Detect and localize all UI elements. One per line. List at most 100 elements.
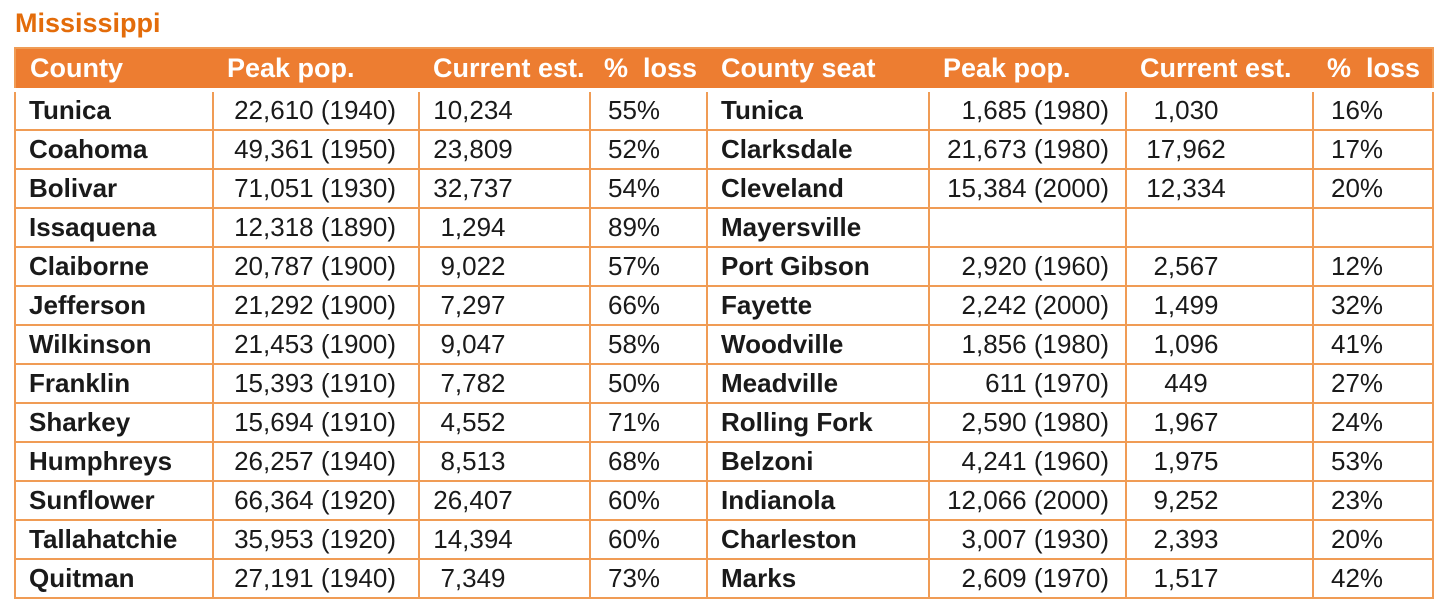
pct-loss-cell: 24% bbox=[1312, 402, 1434, 443]
table-body: Tunica 22,610 (1940) 10,234 55% Tunica 1,685 … bbox=[14, 89, 1434, 599]
pct-loss-cell: 23% bbox=[1312, 480, 1434, 521]
current-est-cell: 7,349 bbox=[418, 558, 591, 599]
pct-loss-cell: 20% bbox=[1312, 168, 1434, 209]
peak-pop-cell: 27,191 (1940) bbox=[212, 558, 420, 599]
peak-pop-cell: 3,007 (1930) bbox=[928, 519, 1127, 560]
current-est-value: 1,517 bbox=[1153, 563, 1219, 593]
current-est-value: 9,047 bbox=[440, 329, 506, 359]
county-cell: Issaquena bbox=[14, 207, 214, 248]
current-est-value: 26,407 bbox=[433, 485, 513, 515]
pct-loss-cell: 17% bbox=[1312, 129, 1434, 170]
current-est-cell: 8,513 bbox=[418, 441, 591, 482]
peak-pop-cell: 66,364 (1920) bbox=[212, 480, 420, 521]
county-cell: Quitman bbox=[14, 558, 214, 599]
peak-pop-cell: 22,610 (1940) bbox=[212, 89, 420, 131]
pct-loss-cell: 50% bbox=[589, 363, 708, 404]
peak-pop-cell: 71,051 (1930) bbox=[212, 168, 420, 209]
header-row: County Peak pop. Current est. % loss Cou… bbox=[15, 48, 1433, 92]
table-row: Coahoma 49,361 (1950) 23,809 52% Clarksdale 2… bbox=[14, 129, 1434, 170]
table-header: County Peak pop. Current est. % loss Cou… bbox=[15, 48, 1433, 92]
current-est-cell: 9,022 bbox=[418, 246, 591, 287]
current-est-value: 1,096 bbox=[1153, 329, 1219, 359]
county-cell: Port Gibson bbox=[706, 246, 930, 287]
county-cell: Tunica bbox=[14, 89, 214, 131]
current-est-cell: 7,782 bbox=[418, 363, 591, 404]
current-est-value: 7,297 bbox=[440, 290, 506, 320]
current-est-cell: 26,407 bbox=[418, 480, 591, 521]
county-cell: Fayette bbox=[706, 285, 930, 326]
current-est-cell: 1,975 bbox=[1125, 441, 1314, 482]
current-est-value: 9,022 bbox=[440, 251, 506, 281]
peak-pop-cell: 21,292 (1900) bbox=[212, 285, 420, 326]
county-cell: Bolivar bbox=[14, 168, 214, 209]
current-est-cell: 10,234 bbox=[418, 89, 591, 131]
pct-loss-cell: 41% bbox=[1312, 324, 1434, 365]
pct-loss-cell: 42% bbox=[1312, 558, 1434, 599]
current-est-value: 7,782 bbox=[440, 368, 506, 398]
table-row: Tunica 22,610 (1940) 10,234 55% Tunica 1,685 … bbox=[14, 89, 1434, 131]
current-est-cell: 23,809 bbox=[418, 129, 591, 170]
peak-pop-cell: 611 (1970) bbox=[928, 363, 1127, 404]
current-est-value: 14,394 bbox=[433, 524, 513, 554]
peak-pop-cell: 35,953 (1920) bbox=[212, 519, 420, 560]
pct-loss-cell: 54% bbox=[589, 168, 708, 209]
current-est-value: 12,334 bbox=[1146, 173, 1226, 203]
table-row: Franklin 15,393 (1910) 7,782 50% Meadville 61… bbox=[14, 363, 1434, 404]
current-est-cell: 1,499 bbox=[1125, 285, 1314, 326]
county-cell: Mayersville bbox=[706, 207, 930, 248]
column-header-current-est: Current est. bbox=[419, 48, 590, 92]
current-est-cell: 1,294 bbox=[418, 207, 591, 248]
county-cell: Rolling Fork bbox=[706, 402, 930, 443]
table-row: Sunflower 66,364 (1920) 26,407 60% Indianola… bbox=[14, 480, 1434, 521]
current-est-value: 7,349 bbox=[440, 563, 506, 593]
table-row: Bolivar 71,051 (1930) 32,737 54% Cleveland 15… bbox=[14, 168, 1434, 209]
current-est-value: 9,252 bbox=[1153, 485, 1219, 515]
peak-pop-cell: 15,393 (1910) bbox=[212, 363, 420, 404]
current-est-cell: 4,552 bbox=[418, 402, 591, 443]
current-est-value: 17,962 bbox=[1146, 134, 1226, 164]
column-header-county: County bbox=[15, 48, 213, 92]
current-est-value: 1,030 bbox=[1153, 95, 1219, 125]
current-est-value: 1,967 bbox=[1153, 407, 1219, 437]
county-cell: Claiborne bbox=[14, 246, 214, 287]
pct-loss-cell: 16% bbox=[1312, 89, 1434, 131]
table-row: Tallahatchie 35,953 (1920) 14,394 60% Charle… bbox=[14, 519, 1434, 560]
current-est-value: 10,234 bbox=[433, 95, 513, 125]
table-row: Quitman 27,191 (1940) 7,349 73% Marks 2,609 (… bbox=[14, 558, 1434, 599]
county-cell: Tunica bbox=[706, 89, 930, 131]
pct-loss-cell: 12% bbox=[1312, 246, 1434, 287]
current-est-value: 2,567 bbox=[1153, 251, 1219, 281]
county-cell: Wilkinson bbox=[14, 324, 214, 365]
peak-pop-cell: 1,856 (1980) bbox=[928, 324, 1127, 365]
current-est-value: 1,499 bbox=[1153, 290, 1219, 320]
pct-loss-cell: 60% bbox=[589, 519, 708, 560]
mississippi-population-table: County Peak pop. Current est. % loss Cou… bbox=[14, 47, 1434, 599]
current-est-cell: 1,517 bbox=[1125, 558, 1314, 599]
county-cell: Meadville bbox=[706, 363, 930, 404]
pct-loss-cell: 60% bbox=[589, 480, 708, 521]
county-cell: Charleston bbox=[706, 519, 930, 560]
column-header-pct-loss: % loss bbox=[590, 48, 707, 92]
current-est-value: 8,513 bbox=[440, 446, 506, 476]
peak-pop-cell: 26,257 (1940) bbox=[212, 441, 420, 482]
column-header-pct-loss-2: % loss bbox=[1313, 48, 1433, 92]
current-est-value: 2,393 bbox=[1153, 524, 1219, 554]
county-cell: Tallahatchie bbox=[14, 519, 214, 560]
column-header-current-est-2: Current est. bbox=[1126, 48, 1313, 92]
current-est-cell: 32,737 bbox=[418, 168, 591, 209]
county-cell: Coahoma bbox=[14, 129, 214, 170]
current-est-cell: 7,297 bbox=[418, 285, 591, 326]
page-title: Mississippi bbox=[15, 8, 161, 38]
pct-loss-cell: 66% bbox=[589, 285, 708, 326]
county-cell: Woodville bbox=[706, 324, 930, 365]
peak-pop-cell: 12,318 (1890) bbox=[212, 207, 420, 248]
table-row: Wilkinson 21,453 (1900) 9,047 58% Woodville 1… bbox=[14, 324, 1434, 365]
table-row: Sharkey 15,694 (1910) 4,552 71% Rolling Fork… bbox=[14, 402, 1434, 443]
county-cell: Indianola bbox=[706, 480, 930, 521]
table-row: Claiborne 20,787 (1900) 9,022 57% Port Gibso… bbox=[14, 246, 1434, 287]
peak-pop-cell: 2,920 (1960) bbox=[928, 246, 1127, 287]
peak-pop-cell: 15,384 (2000) bbox=[928, 168, 1127, 209]
county-cell: Sunflower bbox=[14, 480, 214, 521]
county-cell: Franklin bbox=[14, 363, 214, 404]
